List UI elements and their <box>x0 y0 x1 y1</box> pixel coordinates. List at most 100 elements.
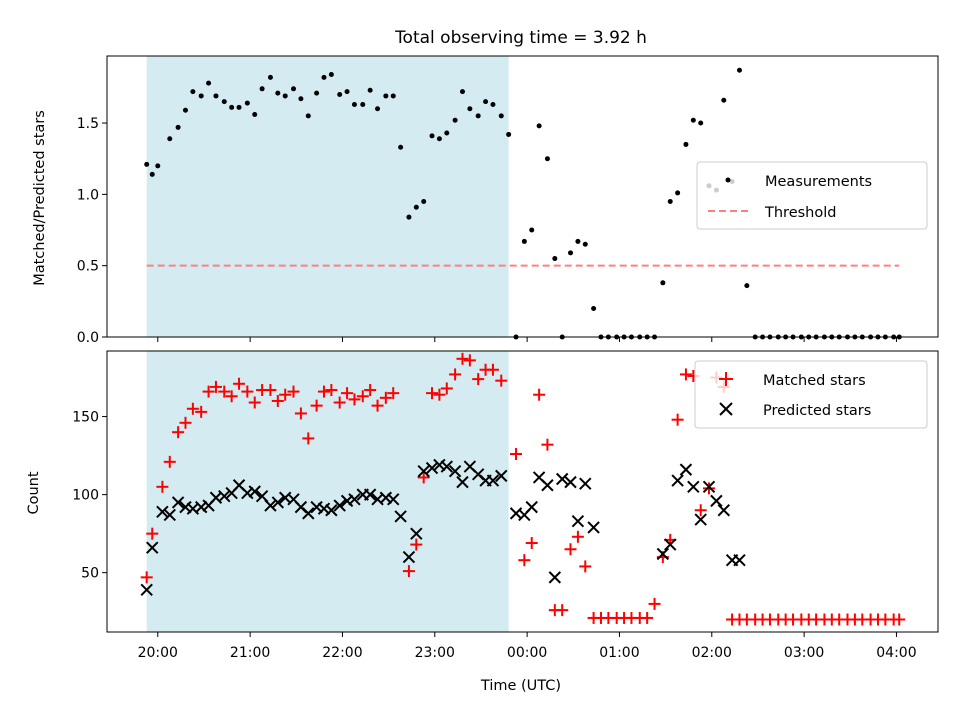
matched-star-point <box>146 527 159 540</box>
predicted-star-point <box>310 500 323 514</box>
predicted-point-b <box>687 480 700 494</box>
matched-star-point <box>172 426 185 439</box>
predicted-point-b <box>232 479 246 492</box>
measurement-point <box>413 204 419 210</box>
predicted-point-b <box>733 553 746 567</box>
y-tick-label: 100 <box>72 488 99 504</box>
measurement-point <box>591 305 597 311</box>
measurement-point <box>167 136 173 142</box>
predicted-star-point <box>140 583 153 597</box>
predicted-star-point <box>194 500 208 514</box>
matched-star-point <box>218 385 231 398</box>
predicted-point-b <box>264 499 277 512</box>
measurement-point <box>536 123 542 129</box>
predicted-point-b <box>694 513 707 526</box>
matched-star-point <box>571 530 584 543</box>
x-tick-label: 00:00 <box>507 645 547 661</box>
measurement-point <box>155 163 161 169</box>
top-legend: Measurements Threshold <box>696 161 928 230</box>
predicted-star-point <box>587 521 600 534</box>
measurement-point <box>144 161 150 167</box>
matched-star-point <box>156 480 169 493</box>
predicted-star-point <box>433 458 446 472</box>
predicted-star-point <box>656 547 670 561</box>
y-tick-label: 0.0 <box>77 330 99 346</box>
measurement-point <box>698 120 704 126</box>
predicted-star-point <box>317 502 331 515</box>
measurement-point <box>298 96 304 102</box>
predicted-point-b <box>417 464 430 478</box>
matched-star-point <box>495 374 508 387</box>
predicted-point-b <box>371 493 384 506</box>
matched-star-point <box>449 368 462 381</box>
predicted-point-b <box>186 502 200 515</box>
x-tick-label: 23:00 <box>415 645 455 661</box>
predicted-star-point <box>702 480 716 494</box>
matched-star-point <box>402 565 415 578</box>
predicted-point-b <box>564 475 577 489</box>
y-tick-label: 150 <box>72 410 99 426</box>
predicted-point-b <box>140 583 153 597</box>
x-tick-label: 20:00 <box>138 645 178 661</box>
legend-matched-label: Matched stars <box>763 373 866 389</box>
predicted-star-point <box>717 504 730 517</box>
measurement-point <box>275 90 281 96</box>
predicted-star-point <box>163 508 176 522</box>
predicted-point-b <box>387 493 400 506</box>
matched-star-point <box>379 391 392 404</box>
matched-star-point <box>209 380 222 393</box>
predicted-star-point <box>333 499 346 512</box>
predicted-star-point <box>687 480 700 494</box>
measurement-point <box>190 89 196 95</box>
matched-star-point <box>333 396 346 409</box>
bottom-y-axis: 50 100 150 <box>72 410 107 582</box>
predicted-point-b <box>209 491 223 504</box>
matched-star-point <box>648 597 661 610</box>
measurement-point <box>236 104 242 110</box>
matched-star-point <box>579 560 592 573</box>
predicted-point-b <box>325 504 338 517</box>
measurement-point <box>721 97 727 103</box>
measurement-point <box>436 136 442 142</box>
predicted-point-b <box>410 527 423 540</box>
matched-star-point <box>541 438 554 451</box>
measurement-point <box>149 171 155 177</box>
matched-star-point <box>417 471 430 484</box>
x-tick-label: 22:00 <box>322 645 362 661</box>
matched-star-point <box>486 363 499 376</box>
predicted-star-point <box>171 496 185 509</box>
matched-star-point <box>186 402 199 415</box>
predicted-point-b <box>579 477 592 490</box>
predicted-point-b <box>463 460 477 473</box>
predicted-point-b <box>702 480 716 494</box>
measurement-point <box>213 93 219 99</box>
measurement-point <box>406 214 412 220</box>
matched-star-point <box>694 504 707 517</box>
measurement-point <box>459 89 465 95</box>
predicted-star-point <box>387 493 400 506</box>
measurement-point <box>483 99 489 105</box>
predicted-point-b <box>255 489 269 503</box>
matched-star-point <box>356 390 369 403</box>
predicted-star-point <box>710 494 723 508</box>
predicted-point-b <box>241 486 254 500</box>
measurement-point <box>398 144 404 150</box>
bottom-matched-points <box>140 352 906 626</box>
top-plot-frame <box>106 55 939 338</box>
matched-star-point <box>179 416 192 429</box>
predicted-point-b <box>425 461 439 475</box>
matched-star-point <box>510 448 523 461</box>
predicted-star-point <box>340 494 354 508</box>
predicted-star-point <box>456 475 469 489</box>
predicted-point-b <box>333 499 346 512</box>
x-tick-label: 21:00 <box>230 645 270 661</box>
measurement-point <box>390 93 396 99</box>
predicted-star-point <box>486 474 500 487</box>
predicted-star-point <box>402 550 416 564</box>
top-x-ticks <box>157 337 897 342</box>
measurement-point <box>244 100 250 106</box>
predicted-star-point <box>179 500 192 514</box>
matched-star-point <box>671 413 684 426</box>
matched-star-point <box>163 455 176 468</box>
y-tick-label: 1.5 <box>77 116 99 132</box>
